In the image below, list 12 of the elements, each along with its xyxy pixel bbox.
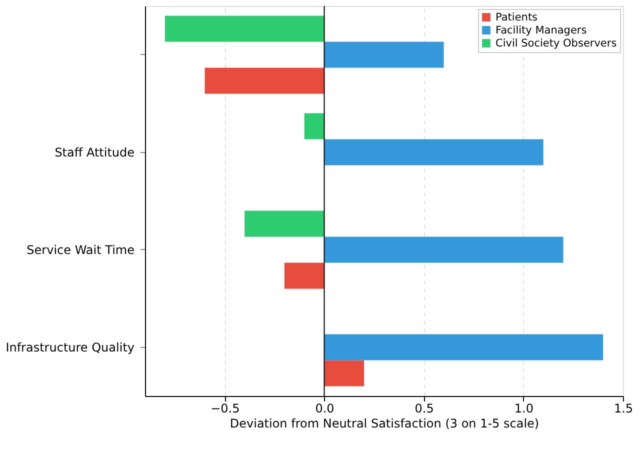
y-tick-label: Infrastructure Quality (6, 340, 134, 354)
x-tick-label: 0.0 (315, 402, 334, 416)
x-axis-title: Deviation from Neutral Satisfaction (3 on 1-5 scale) (230, 416, 540, 430)
x-tick-label: 0.5 (414, 402, 434, 416)
legend-label: Civil Society Observers (496, 37, 617, 50)
x-tick-label: 1.0 (514, 402, 534, 416)
y-tick-label: Service Wait Time (26, 242, 134, 257)
y-tick-label: Staff Attitude (54, 145, 134, 160)
x-tick-label: 1.5 (614, 402, 634, 416)
legend-label: Patients (496, 11, 538, 24)
legend-label: Facility Managers (496, 24, 587, 36)
x-tick-label: −0.5 (210, 402, 240, 416)
